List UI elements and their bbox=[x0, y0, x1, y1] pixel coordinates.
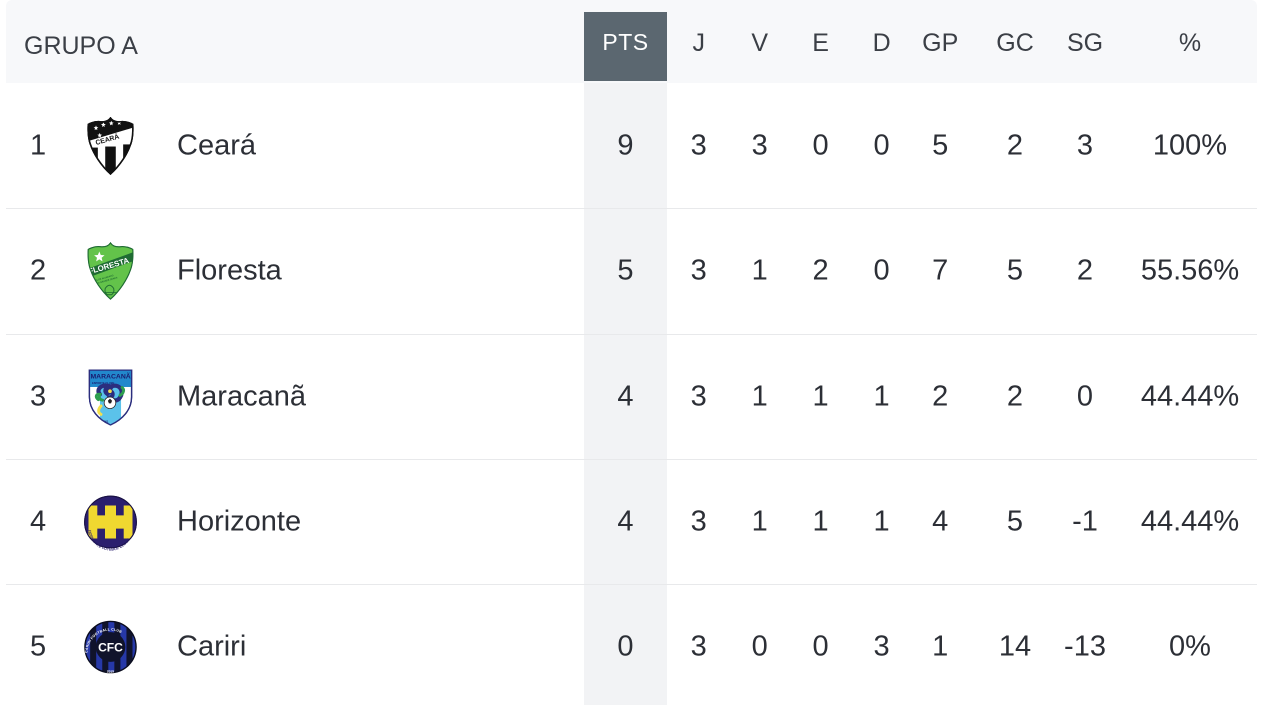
svg-text:2019: 2019 bbox=[107, 669, 115, 673]
svg-text:CFC: CFC bbox=[98, 640, 123, 654]
